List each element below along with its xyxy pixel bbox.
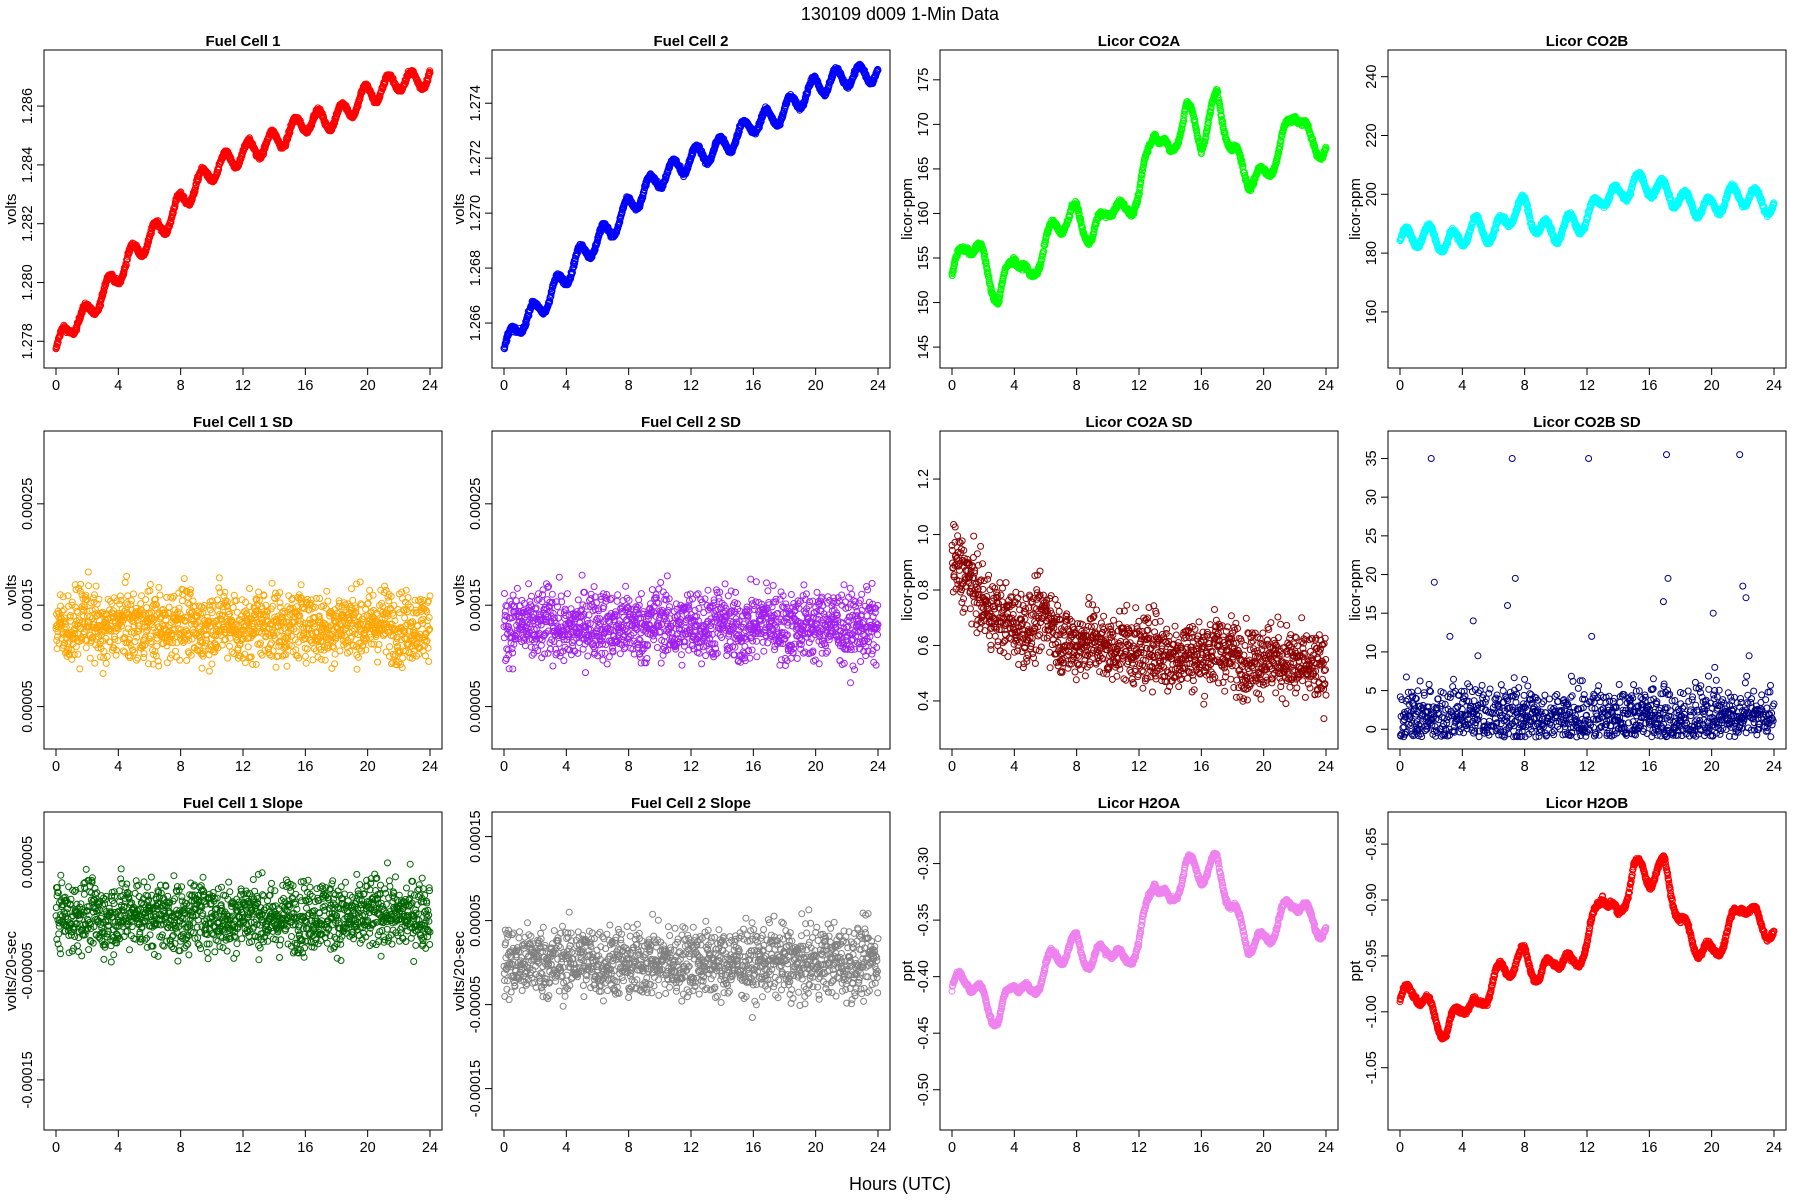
x-tick-label: 0	[52, 378, 60, 394]
panel-title: Fuel Cell 1	[205, 33, 280, 50]
panel-fuel-cell-2: Fuel Cell 2 volts 0 4 8 12 16 20 24 1.266 1.268 1.2…	[451, 33, 891, 394]
y-tick-label: 1.272	[468, 140, 484, 176]
x-tick-label: 12	[1131, 378, 1147, 394]
series-points	[1396, 169, 1778, 256]
plot-frame	[939, 49, 1339, 369]
x-tick-label: 12	[683, 378, 699, 394]
y-tick-label: 1.274	[468, 85, 484, 121]
y-axis-label: licor-ppm	[1347, 178, 1364, 240]
x-tick-label: 16	[745, 378, 761, 394]
x-tick-label: 4	[1458, 378, 1466, 394]
plot-frame	[491, 49, 891, 369]
panel-title: Fuel Cell 2	[653, 33, 728, 50]
x-tick-label: 12	[235, 378, 251, 394]
x-tick-label: 8	[177, 378, 185, 394]
panel-licor-co2b: Licor CO2B licor-ppm 0 4 8 12 16 20 24 160 180 200 2…	[1347, 33, 1787, 394]
y-axis-label: volts	[451, 194, 468, 225]
x-tick-label: 8	[1073, 378, 1081, 394]
y-tick-label: 220	[1364, 123, 1380, 147]
x-tick-label: 24	[870, 378, 886, 394]
y-axis-label: licor-ppm	[899, 178, 916, 240]
y-tick-label: 150	[916, 290, 932, 314]
x-tick-label: 20	[1256, 378, 1272, 394]
panel-title: Licor CO2B	[1546, 33, 1629, 50]
x-tick-label: 8	[1521, 378, 1529, 394]
y-tick-label: 160	[916, 201, 932, 225]
y-tick-label: 145	[916, 335, 932, 359]
x-tick-label: 8	[625, 378, 633, 394]
x-tick-label: 4	[562, 378, 570, 394]
x-tick-label: 20	[360, 378, 376, 394]
panel-licor-co2a: Licor CO2A licor-ppm 0 4 8 12 16 20 24 145 150 155 1…	[899, 33, 1339, 394]
series-points	[500, 60, 882, 353]
y-tick-label: 240	[1364, 65, 1380, 89]
x-tick-label: 20	[808, 378, 824, 394]
y-tick-label: 165	[916, 157, 932, 181]
panel-title: Licor CO2A	[1098, 33, 1181, 50]
y-tick-label: 1.282	[20, 206, 36, 242]
y-tick-label: 180	[1364, 241, 1380, 265]
y-tick-label: 1.280	[20, 264, 36, 300]
y-tick-label: 200	[1364, 182, 1380, 206]
x-tick-label: 16	[297, 378, 313, 394]
figure-title: 130109 d009 1-Min Data	[801, 4, 1000, 24]
y-tick-label: 175	[916, 68, 932, 92]
x-tick-label: 0	[500, 378, 508, 394]
x-tick-label: 24	[1318, 378, 1334, 394]
y-axis-label: volts	[3, 194, 20, 225]
x-tick-label: 24	[422, 378, 438, 394]
x-tick-label: 4	[1010, 378, 1018, 394]
panel-grid: Fuel Cell 1 volts 0 4 8 12 16 20 24 1.278 1.280 1.2…	[3, 33, 1787, 1156]
y-tick-label: 1.266	[468, 305, 484, 341]
y-tick-label: 1.278	[20, 323, 36, 359]
y-tick-label: 155	[916, 246, 932, 270]
series-points	[948, 86, 1330, 308]
x-tick-label: 0	[1396, 378, 1404, 394]
y-tick-label: 170	[916, 112, 932, 136]
x-tick-label: 4	[114, 378, 122, 394]
panel-fuel-cell-1: Fuel Cell 1 volts 0 4 8 12 16 20 24 1.278 1.280 1.2…	[3, 33, 443, 394]
data-point	[99, 292, 107, 300]
data-point	[73, 326, 81, 334]
x-tick-label: 0	[948, 378, 956, 394]
y-tick-label: 1.286	[20, 88, 36, 124]
x-tick-label: 12	[1579, 378, 1595, 394]
y-tick-label: 1.268	[468, 250, 484, 286]
series-points	[52, 67, 434, 353]
y-tick-label: 1.270	[468, 195, 484, 231]
x-tick-label: 24	[1766, 378, 1782, 394]
x-tick-label: 16	[1193, 378, 1209, 394]
y-tick-label: 1.284	[20, 147, 36, 183]
x-tick-label: 16	[1641, 378, 1657, 394]
x-tick-label: 20	[1704, 378, 1720, 394]
data-point	[100, 288, 108, 296]
data-point	[73, 324, 81, 332]
y-tick-label: 160	[1364, 300, 1380, 324]
